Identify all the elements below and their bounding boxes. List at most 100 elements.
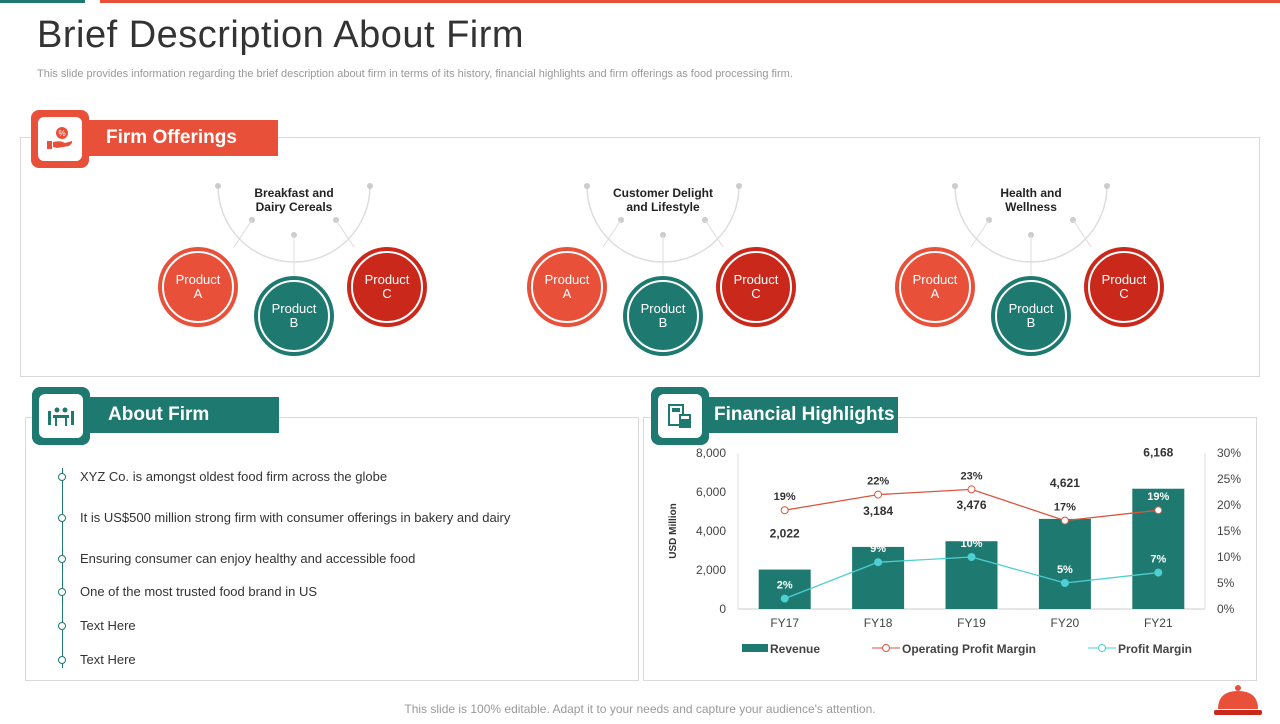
data-point	[1060, 516, 1069, 525]
x-tick-label: FY19	[957, 616, 986, 630]
margin-data-label: 17%	[1054, 502, 1076, 514]
y-tick-label: 2,000	[696, 563, 726, 577]
revenue-data-label: 3,184	[863, 504, 893, 518]
about-item: Text Here	[80, 618, 136, 633]
meeting-icon	[48, 407, 74, 426]
revenue-bar	[852, 546, 905, 609]
margin-data-label: 9%	[870, 543, 886, 555]
data-point	[967, 485, 976, 494]
offering-category: Breakfast and Dairy Cereals	[254, 186, 334, 214]
margin-data-label: 10%	[960, 538, 982, 550]
footer-note: This slide is 100% editable. Adapt it to…	[404, 702, 876, 716]
data-point	[874, 490, 883, 499]
revenue-data-label: 2,022	[770, 527, 800, 541]
firm-offerings-header: Firm Offerings	[80, 120, 278, 156]
bullet-dot	[58, 514, 66, 522]
calculator-report-icon	[668, 404, 691, 428]
data-point	[1154, 506, 1163, 515]
legend-label: Operating Profit Margin	[902, 642, 1036, 656]
x-tick-label: FY18	[864, 616, 893, 630]
y-axis-label: USD Million	[668, 503, 679, 559]
hand-discount-icon: %	[47, 127, 73, 149]
y2-tick-label: 20%	[1217, 498, 1241, 512]
y-tick-label: 6,000	[696, 485, 726, 499]
revenue-data-label: 6,168	[1143, 446, 1173, 460]
about-item: One of the most trusted food brand in US	[80, 584, 318, 599]
revenue-data-label: 4,621	[1050, 476, 1080, 490]
data-point	[874, 558, 883, 567]
bullet-dot	[58, 555, 66, 563]
margin-data-label: 22%	[867, 476, 889, 488]
legend-swatch-revenue	[742, 644, 768, 652]
financial-icon-box	[651, 387, 709, 445]
y-tick-label: 4,000	[696, 524, 726, 538]
financial-header: Financial Highlights	[700, 397, 898, 433]
product-circle[interactable]: Product B	[991, 276, 1071, 356]
top-accent-teal	[0, 0, 85, 3]
legend-label: Revenue	[770, 642, 820, 656]
data-point	[780, 506, 789, 515]
page-title: Brief Description About Firm	[37, 14, 525, 56]
product-circle[interactable]: Product C	[716, 247, 796, 327]
food-cloche-icon	[1212, 683, 1264, 719]
about-item: Text Here	[80, 652, 136, 667]
about-firm-header: About Firm	[82, 397, 279, 433]
bullet-dot	[58, 588, 66, 596]
product-circle[interactable]: Product B	[623, 276, 703, 356]
margin-data-label: 2%	[777, 580, 793, 592]
product-circle[interactable]: Product B	[254, 276, 334, 356]
firm-offerings-panel	[20, 137, 1260, 377]
about-item: It is US$500 million strong firm with co…	[80, 510, 511, 525]
about-item: Ensuring consumer can enjoy healthy and …	[80, 551, 416, 566]
legend-label: Profit Margin	[1118, 642, 1192, 656]
margin-data-label: 19%	[1147, 491, 1169, 503]
financial-chart: 0 2,000 4,000 6,000 8,000 0% 5% 10% 15% 20% 25% 30%…	[668, 446, 1241, 656]
revenue-data-label: 3,476	[956, 498, 986, 512]
financial-panel	[643, 417, 1257, 681]
y2-tick-label: 5%	[1217, 576, 1235, 590]
margin-data-label: 19%	[774, 491, 796, 503]
about-item: XYZ Co. is amongst oldest food firm acro…	[80, 469, 388, 484]
about-firm-icon-box	[32, 387, 90, 445]
revenue-bar	[1038, 518, 1091, 609]
data-point	[780, 594, 789, 603]
bullet-dot	[58, 622, 66, 630]
y2-tick-label: 15%	[1217, 524, 1241, 538]
margin-data-label: 7%	[1150, 554, 1166, 566]
y2-tick-label: 25%	[1217, 472, 1241, 486]
page-subtitle: This slide provides information regardin…	[37, 68, 793, 80]
top-accent-orange	[100, 0, 1280, 3]
offering-category: Customer Delight and Lifestyle	[612, 186, 713, 214]
timeline-line	[61, 468, 63, 668]
revenue-bar	[945, 541, 998, 609]
product-circle[interactable]: Product C	[347, 247, 427, 327]
offering-category: Health and Wellness	[1000, 186, 1062, 214]
offering-connector	[584, 183, 742, 275]
product-circle[interactable]: Product A	[158, 247, 238, 327]
x-tick-label: FY21	[1144, 616, 1173, 630]
product-circle[interactable]: Product A	[527, 247, 607, 327]
y2-tick-label: 30%	[1217, 446, 1241, 460]
offering-connector	[215, 183, 373, 275]
offering-connector	[952, 183, 1110, 275]
legend-marker	[1098, 644, 1106, 652]
y2-tick-label: 10%	[1217, 550, 1241, 564]
data-point	[1060, 579, 1069, 587]
y-tick-label: 8,000	[696, 446, 726, 460]
firm-offerings-icon-box: %	[31, 110, 89, 168]
x-tick-label: FY17	[770, 616, 799, 630]
y-tick-label: 0	[719, 602, 726, 616]
margin-data-label: 5%	[1057, 564, 1073, 576]
about-firm-panel	[25, 417, 639, 681]
margin-data-label: 23%	[960, 470, 982, 482]
legend-marker	[882, 644, 890, 652]
bullet-dot	[58, 473, 66, 481]
data-point	[967, 553, 976, 561]
svg-text:%: %	[58, 129, 65, 138]
product-circle[interactable]: Product C	[1084, 247, 1164, 327]
data-point	[1154, 568, 1163, 577]
product-circle[interactable]: Product A	[895, 247, 975, 327]
x-tick-label: FY20	[1051, 616, 1080, 630]
bullet-dot	[58, 656, 66, 664]
y2-tick-label: 0%	[1217, 602, 1235, 616]
